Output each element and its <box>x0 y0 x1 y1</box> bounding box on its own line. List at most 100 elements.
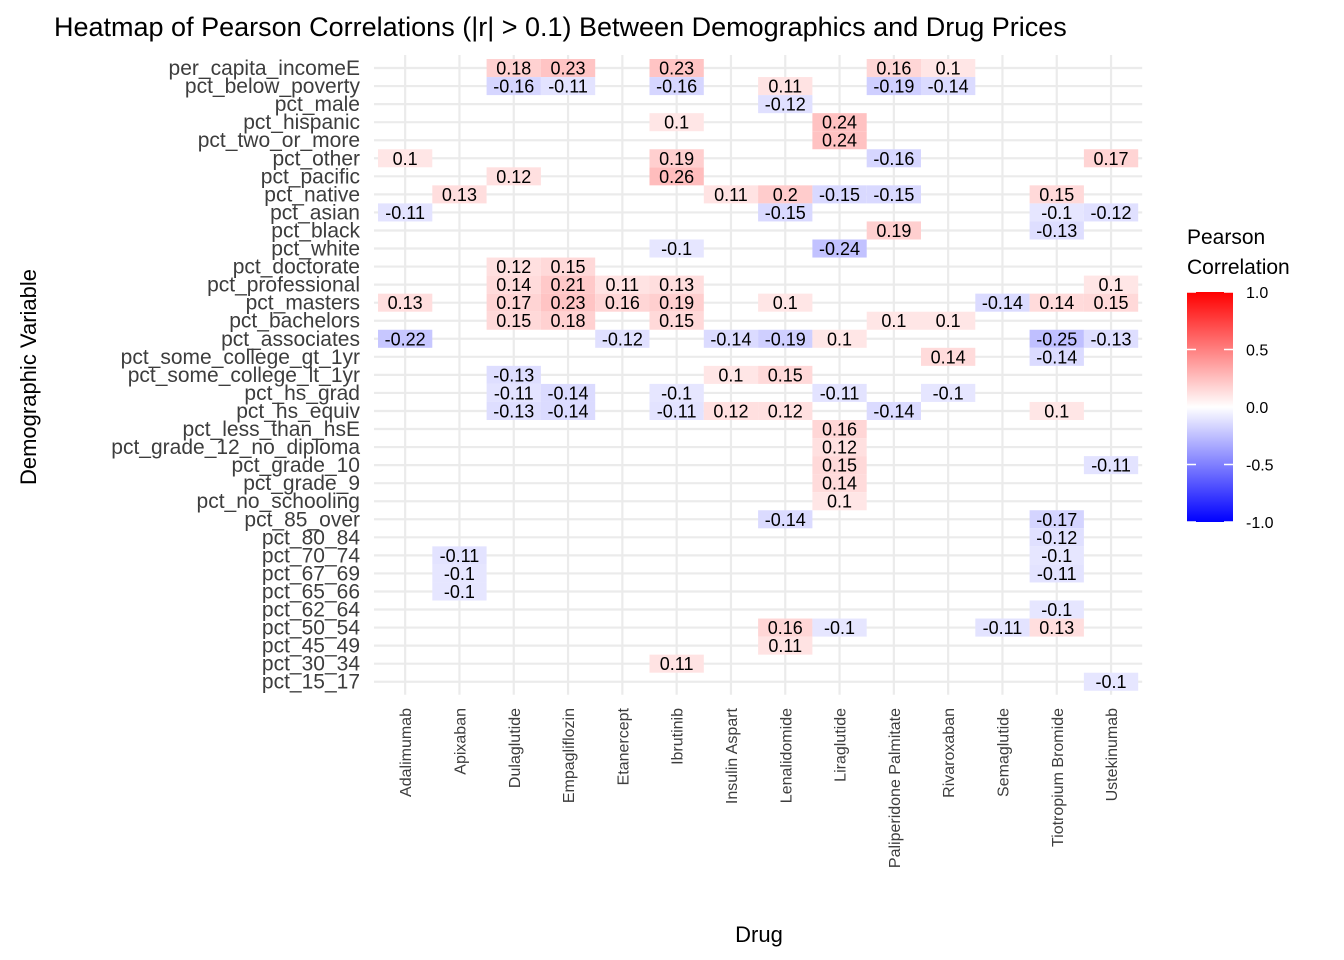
cell-value-label: -0.13 <box>493 365 534 385</box>
heatmap-cell <box>486 59 541 78</box>
heatmap-cell <box>378 203 433 222</box>
cell-value-label: 0.15 <box>659 311 694 331</box>
y-tick-label: pct_doctorate <box>233 256 360 279</box>
cell-value-label: 0.19 <box>659 149 694 169</box>
cell-value-label: -0.12 <box>1091 203 1132 223</box>
legend-ticks: 1.0 0.5 0.0 -0.5 -1.0 <box>1187 285 1274 532</box>
y-tick-label: pct_masters <box>246 292 360 315</box>
cell-value-label: -0.1 <box>824 618 855 638</box>
cell-value-label: -0.15 <box>819 185 860 205</box>
cell-value-label: 0.16 <box>768 618 803 638</box>
y-tick-label: pct_associates <box>221 328 360 351</box>
cell-value-label: 0.1 <box>881 311 906 331</box>
cell-value-label: 0.11 <box>768 636 802 656</box>
heatmap-cell <box>866 311 921 330</box>
y-tick-label: pct_80_84 <box>262 526 360 549</box>
cell-value-label: 0.14 <box>931 347 966 367</box>
heatmap-cell <box>812 456 867 475</box>
cell-value-label: 0.17 <box>496 293 531 313</box>
cell-value-label: 0.14 <box>1039 293 1074 313</box>
y-tick-label: pct_other <box>272 147 360 170</box>
cell-value-label: -0.11 <box>548 77 588 97</box>
x-tick-label: Apixaban <box>452 708 469 775</box>
x-tick-label: Semaglutide <box>995 708 1012 797</box>
cell-value-label: -0.14 <box>548 383 589 403</box>
cell-value-label: 0.1 <box>827 329 852 349</box>
cell-value-label: -0.1 <box>1041 546 1072 566</box>
y-tick-label: pct_15_17 <box>262 671 360 694</box>
heatmap-cell <box>812 329 867 348</box>
heatmap-cell <box>649 113 704 132</box>
cell-value-label: 0.15 <box>551 257 586 277</box>
heatmap-cell <box>812 618 867 637</box>
cell-value-label: 0.24 <box>822 113 857 133</box>
heatmap-cell <box>540 293 596 312</box>
color-legend: Pearson Correlation 1.0 0.5 0.0 -0.5 -1.0 <box>1187 226 1290 532</box>
heatmap-cell <box>758 203 813 222</box>
cell-value-label: 0.12 <box>496 257 531 277</box>
x-tick-label: Liraglutide <box>833 708 850 782</box>
y-tick-label: pct_67_69 <box>262 562 360 585</box>
heatmap-cell <box>486 167 541 186</box>
cell-value-label: -0.14 <box>1036 347 1077 367</box>
y-tick-label: pct_some_college_gt_1yr <box>121 346 360 369</box>
cell-value-label: -0.1 <box>444 564 475 584</box>
legend-tick-label: 1.0 <box>1246 285 1268 302</box>
cell-value-label: -0.22 <box>385 329 426 349</box>
y-tick-label: pct_hs_equiv <box>236 400 360 423</box>
y-tick-label: pct_hispanic <box>243 111 360 134</box>
heatmap-cell <box>758 77 813 96</box>
cell-value-label: 0.16 <box>822 420 857 440</box>
heatmap-cell <box>649 167 704 186</box>
y-tick-label: pct_pacific <box>261 165 360 188</box>
cell-value-label: 0.13 <box>388 293 423 313</box>
heatmap-cell <box>1029 564 1084 583</box>
cell-value-label: 0.11 <box>605 275 639 295</box>
x-tick-label: Dulaglutide <box>507 708 524 788</box>
cell-value-label: 0.15 <box>822 456 857 476</box>
cell-value-label: -0.14 <box>548 401 589 421</box>
heatmap-cell <box>812 438 867 457</box>
heatmap-cell <box>1083 149 1139 168</box>
y-tick-label: pct_65_66 <box>262 580 360 603</box>
y-tick-label: pct_bachelors <box>229 310 360 333</box>
y-tick-label: pct_hs_grad <box>244 382 360 405</box>
legend-tick-label: -1.0 <box>1246 515 1274 532</box>
cell-value-label: -0.1 <box>933 383 964 403</box>
heatmap-cell <box>649 383 704 402</box>
heatmap-cell <box>1029 203 1084 222</box>
heatmap-cell <box>866 59 921 78</box>
heatmap-cell <box>921 311 976 330</box>
cell-value-label: -0.11 <box>820 383 860 403</box>
heatmap-cell <box>540 401 596 420</box>
heatmap-cell <box>866 401 921 420</box>
cell-value-label: 0.1 <box>936 311 961 331</box>
x-axis-title: Drug <box>735 922 783 947</box>
cell-value-label: -0.12 <box>602 329 643 349</box>
heatmap-cell <box>378 293 433 312</box>
y-tick-label: pct_black <box>271 219 360 242</box>
heatmap-cell <box>758 618 813 637</box>
x-tick-label: Paliperidone Palmitate <box>887 708 904 868</box>
heatmap-cell <box>486 257 541 276</box>
heatmap-cell <box>1083 293 1139 312</box>
heatmap-cell <box>649 275 704 294</box>
cell-value-label: -0.16 <box>656 77 697 97</box>
cell-value-label: 0.1 <box>1044 401 1069 421</box>
y-tick-labels: per_capita_incomeEpct_below_povertypct_m… <box>111 57 360 694</box>
cell-value-label: 0.12 <box>822 438 857 458</box>
heatmap-cell <box>758 293 813 312</box>
heatmap-cell <box>1029 329 1084 348</box>
cell-value-label: 0.18 <box>551 311 586 331</box>
heatmap-cell <box>758 401 813 420</box>
cell-value-label: -0.12 <box>1036 528 1077 548</box>
cell-value-label: -0.11 <box>657 401 697 421</box>
cell-value-label: -0.16 <box>873 149 914 169</box>
y-tick-label: pct_grade_10 <box>232 454 360 477</box>
heatmap-cell <box>540 383 596 402</box>
cell-value-label: 0.1 <box>773 293 798 313</box>
heatmap-cell <box>1083 456 1139 475</box>
heatmap-cell <box>540 59 596 78</box>
y-tick-label: pct_some_college_lt_1yr <box>128 364 360 387</box>
y-tick-label: pct_white <box>271 238 360 261</box>
